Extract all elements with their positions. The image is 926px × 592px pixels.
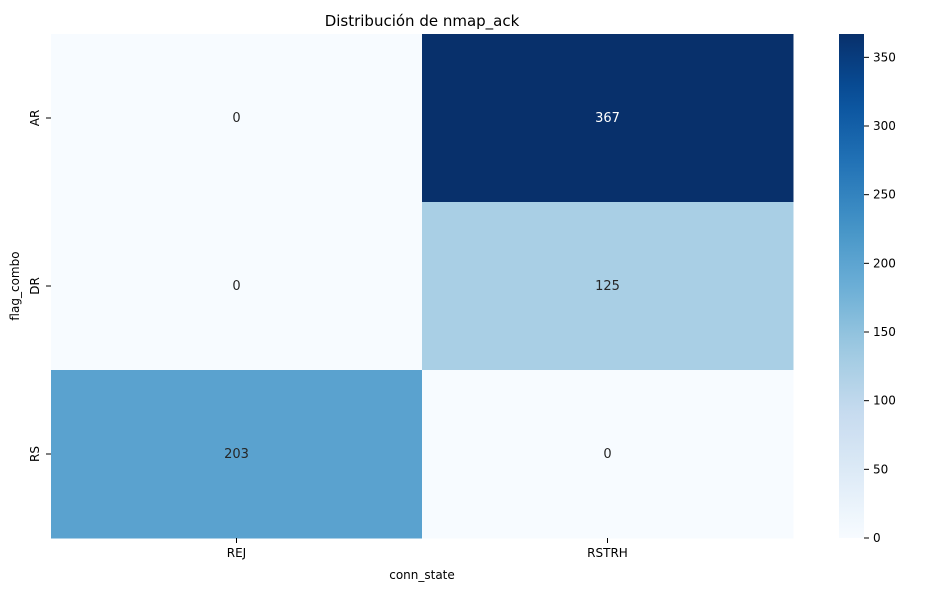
heatmap-cells: 0 367 0 125 203 0 bbox=[51, 34, 794, 539]
y-tick-label: AR bbox=[28, 110, 42, 127]
x-axis-label: conn_state bbox=[389, 568, 455, 582]
colorbar: 0 50 100 150 200 250 300 350 bbox=[839, 34, 896, 545]
cell-value-label: 125 bbox=[595, 279, 620, 294]
x-tick-label: REJ bbox=[227, 546, 246, 560]
x-axis: REJ RSTRH bbox=[227, 538, 628, 560]
cell-value-label: 203 bbox=[224, 447, 249, 462]
heatmap-cell bbox=[422, 34, 794, 203]
colorbar-tick-label: 200 bbox=[873, 256, 896, 270]
heatmap-cell bbox=[422, 370, 794, 539]
y-axis-label: flag_combo bbox=[8, 251, 22, 320]
cell-value-label: 0 bbox=[232, 111, 240, 126]
colorbar-tick-label: 50 bbox=[873, 462, 888, 476]
cell-value-label: 367 bbox=[595, 111, 620, 126]
cell-value-label: 0 bbox=[232, 279, 240, 294]
x-tick-label: RSTRH bbox=[587, 546, 628, 560]
colorbar-tick-label: 100 bbox=[873, 394, 896, 408]
y-tick-label: DR bbox=[28, 277, 42, 295]
chart-title: Distribución de nmap_ack bbox=[325, 12, 520, 31]
heatmap-cell bbox=[422, 202, 794, 371]
heatmap-cell bbox=[51, 370, 423, 539]
colorbar-tick-label: 150 bbox=[873, 325, 896, 339]
colorbar-tick-label: 0 bbox=[873, 531, 881, 545]
colorbar-tick-label: 300 bbox=[873, 119, 896, 133]
heatmap-cell bbox=[51, 34, 423, 203]
colorbar-gradient bbox=[839, 34, 864, 538]
cell-value-label: 0 bbox=[603, 447, 611, 462]
colorbar-tick-label: 250 bbox=[873, 188, 896, 202]
heatmap-cell bbox=[51, 202, 423, 371]
y-tick-label: RS bbox=[28, 446, 42, 462]
colorbar-tick-label: 350 bbox=[873, 50, 896, 64]
y-axis: AR DR RS bbox=[28, 110, 51, 462]
